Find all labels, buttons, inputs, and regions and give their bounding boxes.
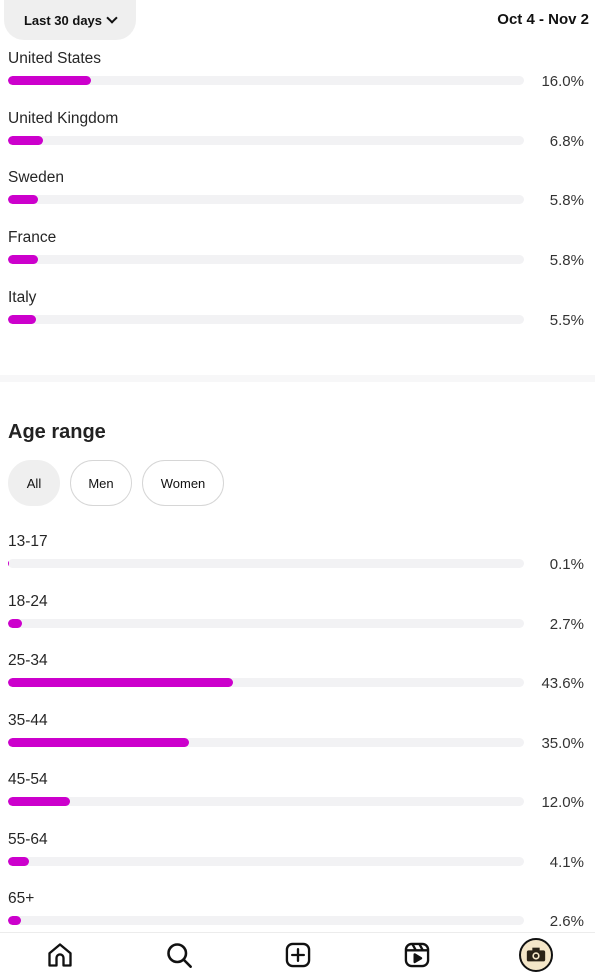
country-percent: 6.8%: [549, 133, 584, 150]
age-range-label: 45-54: [8, 771, 48, 788]
country-name: Italy: [8, 289, 37, 306]
country-name: Sweden: [8, 169, 65, 186]
nav-search-button[interactable]: [159, 935, 199, 975]
country-percent: 5.8%: [549, 252, 584, 269]
age-range-label: 13-17: [8, 533, 48, 550]
header: Last 30 days Oct 4 - Nov 2: [0, 0, 595, 50]
age-range-percent: 4.1%: [549, 854, 584, 871]
bar-track: [8, 559, 524, 568]
bar-fill: [8, 619, 22, 628]
country-row: United Kingdom 6.8%: [8, 110, 588, 160]
bar-track: [8, 857, 524, 866]
nav-reels-button[interactable]: [397, 935, 437, 975]
reels-icon: [404, 942, 429, 968]
bar-fill: [8, 916, 22, 925]
nav-home-button[interactable]: [40, 935, 80, 975]
bar-track: [8, 76, 524, 85]
bar-fill: [8, 738, 189, 747]
country-row: Sweden 5.8%: [8, 169, 588, 219]
section-divider: [0, 375, 595, 382]
filter-all-button[interactable]: All: [8, 460, 60, 506]
bar-fill: [8, 559, 9, 568]
age-row: 45-54 12.0%: [8, 771, 588, 821]
age-range-percent: 12.0%: [541, 794, 584, 811]
profile-avatar: [518, 938, 553, 972]
bar-track: [8, 315, 524, 324]
date-filter-button[interactable]: Last 30 days: [4, 0, 136, 40]
bar-fill: [8, 857, 30, 866]
bar-fill: [8, 136, 44, 145]
country-percent: 5.5%: [549, 312, 584, 329]
country-row: United States 16.0%: [8, 50, 588, 100]
bar-fill: [8, 76, 91, 85]
date-range: Oct 4 - Nov 2: [497, 11, 589, 28]
age-range-percent: 35.0%: [541, 735, 584, 752]
bar-fill: [8, 797, 70, 806]
bar-track: [8, 797, 524, 806]
age-row: 18-24 2.7%: [8, 593, 588, 643]
age-row: 55-64 4.1%: [8, 831, 588, 881]
age-range-percent: 0.1%: [549, 556, 584, 573]
age-range-label: 25-34: [8, 652, 48, 669]
country-row: France 5.8%: [8, 229, 588, 279]
create-icon: [285, 942, 310, 968]
country-percent: 5.8%: [549, 192, 584, 209]
age-row: 65+ 2.6%: [8, 890, 588, 940]
bottom-nav: [0, 932, 595, 977]
age-range-percent: 43.6%: [541, 675, 584, 692]
age-row: 35-44 35.0%: [8, 712, 588, 762]
bar-track: [8, 619, 524, 628]
age-range-label: 65+: [8, 890, 35, 907]
filter-women-button[interactable]: Women: [142, 460, 224, 506]
bar-fill: [8, 255, 38, 264]
bar-track: [8, 195, 524, 204]
age-range-title: Age range: [8, 421, 106, 443]
country-row: Italy 5.5%: [8, 289, 588, 339]
age-row: 25-34 43.6%: [8, 652, 588, 702]
country-percent: 16.0%: [541, 73, 584, 90]
age-range-percent: 2.6%: [549, 913, 584, 930]
bar-track: [8, 738, 524, 747]
country-name: United States: [8, 50, 102, 67]
bar-track: [8, 916, 524, 925]
bar-track: [8, 678, 524, 687]
bar-fill: [8, 315, 37, 324]
age-range-label: 35-44: [8, 712, 48, 729]
age-range-label: 18-24: [8, 593, 48, 610]
search-icon: [166, 943, 192, 968]
home-icon: [47, 943, 72, 967]
country-name: France: [8, 229, 57, 246]
age-range-percent: 2.7%: [549, 616, 584, 633]
bar-fill: [8, 678, 233, 687]
age-range-label: 55-64: [8, 831, 48, 848]
gender-filter-group: All Men Women: [8, 460, 224, 506]
country-name: United Kingdom: [8, 110, 119, 127]
age-row: 13-17 0.1%: [8, 533, 588, 583]
bar-track: [8, 255, 524, 264]
bar-track: [8, 136, 524, 145]
bar-fill: [8, 195, 38, 204]
camera-logo-icon: [526, 947, 545, 962]
nav-profile-button[interactable]: [516, 935, 556, 975]
date-filter-label: Last 30 days: [23, 12, 103, 28]
filter-men-button[interactable]: Men: [70, 460, 132, 506]
chevron-down-icon: [106, 11, 118, 24]
nav-create-button[interactable]: [278, 935, 318, 975]
